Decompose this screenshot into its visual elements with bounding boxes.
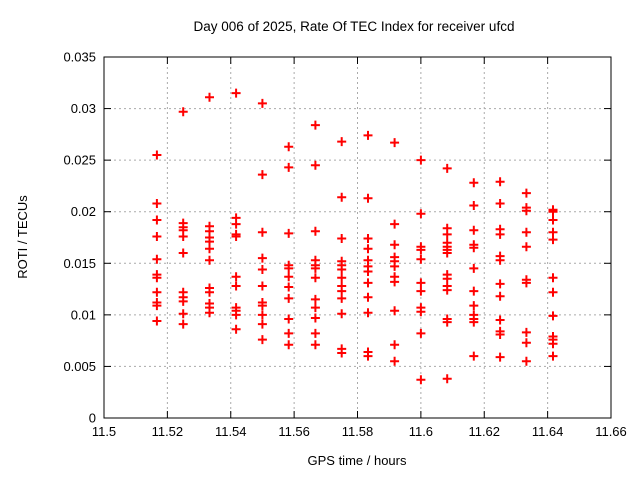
x-tick-label: 11.58 — [342, 424, 374, 439]
plot-area: 11.5 11.52 11.54 11.56 11.58 11.6 11.62 11.64 11… — [63, 50, 626, 440]
y-tick-label: 0.025 — [63, 153, 96, 168]
x-tick-label: 11.66 — [595, 424, 627, 439]
y-axis-label: ROTI / TECUs — [15, 195, 30, 279]
chart-title: Day 006 of 2025, Rate Of TEC Index for r… — [194, 19, 515, 34]
y-tick-label: 0.015 — [63, 256, 96, 271]
y-tick-label: 0.01 — [71, 307, 96, 322]
y-tick-label: 0.035 — [63, 50, 96, 65]
x-tick-label: 11.6 — [409, 424, 433, 439]
y-tick-label: 0.03 — [71, 101, 96, 116]
x-tick-label: 11.54 — [215, 424, 247, 439]
x-tick-label: 11.52 — [152, 424, 184, 439]
data-points-roti — [152, 88, 558, 385]
x-tick-label: 11.62 — [468, 424, 500, 439]
y-tick-label: 0.02 — [71, 204, 96, 219]
x-tick-label: 11.5 — [92, 424, 116, 439]
x-tick-label: 11.56 — [278, 424, 310, 439]
y-tick-label: 0.005 — [63, 359, 96, 374]
y-tick-label: 0 — [89, 411, 96, 426]
x-axis-label: GPS time / hours — [308, 453, 407, 468]
x-tick-label: 11.64 — [532, 424, 564, 439]
plot-border — [103, 56, 612, 419]
